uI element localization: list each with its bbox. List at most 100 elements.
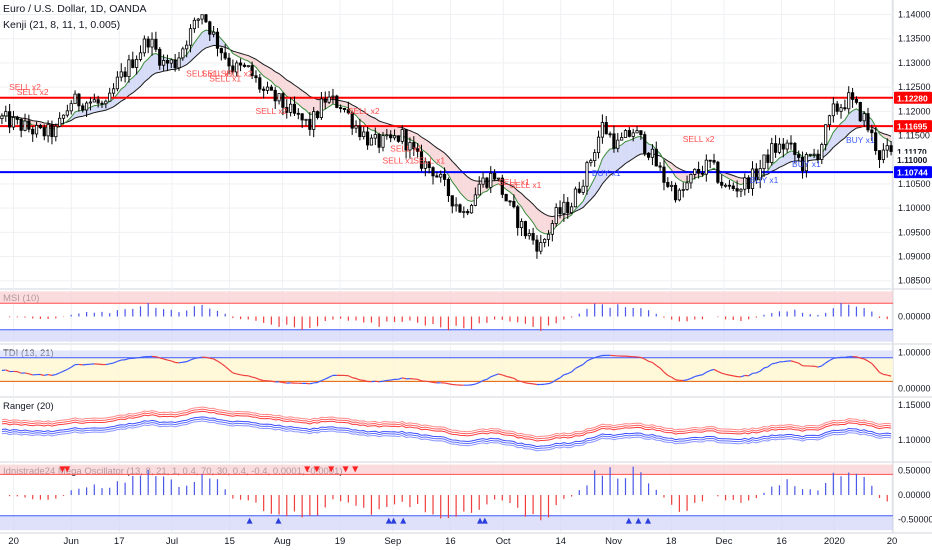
kenji-cloud-segment: [775, 157, 780, 170]
candle-body: [446, 179, 451, 197]
sell-signal-label: SELL x2: [683, 134, 715, 144]
tdi-line-segment: [887, 374, 892, 377]
price-badge: [894, 153, 932, 166]
tdi-line-segment: [217, 360, 222, 365]
candle-body: [54, 125, 58, 138]
candle-body: [693, 168, 697, 175]
tdi-line-segment: [813, 365, 819, 368]
time-tick-label: Dec: [716, 536, 733, 547]
kenji-cloud-segment: [436, 147, 441, 167]
tdi-line-segment: [702, 371, 707, 376]
kenji-cloud-segment: [90, 105, 95, 114]
time-tick-label: 16: [445, 536, 456, 547]
candle-body: [770, 143, 774, 163]
kenji-cloud-segment: [517, 190, 522, 207]
tdi-line-segment: [552, 379, 557, 383]
tdi-line-segment: [475, 382, 480, 385]
kenji-cloud-segment: [140, 62, 145, 87]
candle-body: [362, 131, 366, 138]
candle-body: [8, 111, 12, 128]
tdi-line-segment: [733, 375, 738, 378]
kenji-cloud-segment: [637, 136, 641, 156]
sell-signal-label: SELL x1: [498, 177, 530, 187]
tdi-upper-band: [0, 350, 893, 358]
candle-body: [593, 152, 597, 161]
candle-body: [662, 166, 666, 183]
tdi-line-segment: [683, 379, 688, 382]
candle-body: [69, 103, 73, 112]
tdi-middle-band: [0, 357, 893, 382]
candle-body: [750, 168, 755, 190]
candle-body: [177, 57, 181, 69]
kenji-cloud-segment: [255, 59, 260, 73]
tdi-line-segment: [255, 377, 261, 381]
candle-body: [138, 52, 143, 60]
candle-body: [419, 151, 424, 169]
candle-body: [108, 92, 112, 102]
tdi-line-segment: [879, 371, 884, 375]
candle-body: [508, 200, 512, 203]
candle-body: [354, 125, 358, 129]
candle-body: [208, 21, 212, 35]
tdi-line-segment: [794, 361, 799, 364]
candle-body: [623, 130, 628, 138]
tdi-line-segment: [771, 362, 776, 365]
candle-body: [61, 114, 66, 119]
kenji-cloud-segment: [309, 96, 314, 115]
tdi-line-segment: [198, 356, 203, 359]
candle-body: [11, 116, 16, 128]
candle-body: [396, 135, 400, 142]
tdi-line-segment: [67, 366, 72, 370]
tdi-line-segment: [271, 380, 276, 383]
tdi-line-segment: [490, 374, 495, 378]
time-tick-label: Jun: [64, 536, 79, 547]
tdi-line-segment: [875, 367, 880, 373]
candle-body: [697, 168, 701, 174]
pane-tick-label: 0.50000: [898, 465, 931, 475]
candle-body: [504, 193, 508, 202]
indicator-title: Kenji (21, 8, 11, 1, 0.005): [3, 19, 121, 31]
kenji-cloud-segment: [132, 73, 137, 93]
kenji-cloud-segment: [617, 144, 622, 170]
time-tick-label: 19: [335, 536, 346, 547]
candle-body: [566, 201, 570, 214]
kenji-cloud-segment: [390, 124, 395, 136]
candle-body: [535, 239, 539, 252]
tdi-line-segment: [117, 359, 122, 362]
kenji-cloud-segment: [829, 132, 834, 152]
candle-body: [335, 95, 339, 108]
candle-body: [435, 175, 439, 178]
candle-body: [670, 184, 674, 187]
candle-body: [546, 233, 551, 240]
candle-body: [681, 189, 685, 191]
kenji-cloud-segment: [837, 123, 842, 145]
kenji-cloud-segment: [409, 130, 414, 142]
candle-body: [100, 102, 104, 105]
tdi-line-segment: [725, 373, 730, 376]
candle-body: [581, 185, 585, 193]
candle-body: [824, 124, 828, 145]
candle-body: [839, 107, 843, 112]
candle-body: [115, 76, 119, 90]
tdi-line-segment: [55, 372, 60, 376]
tdi-line-segment: [575, 365, 580, 369]
candle-body: [496, 177, 501, 180]
candle-body: [616, 139, 620, 149]
price-tick-label: 1.09000: [898, 252, 931, 262]
pane-tick-label: 1.00000: [898, 347, 931, 357]
candle-body: [281, 93, 285, 108]
price-tick-label: 1.13000: [898, 58, 931, 68]
kenji-cloud-segment: [267, 66, 272, 82]
candle-body: [777, 143, 782, 153]
tdi-line-segment: [486, 376, 492, 380]
candle-body: [42, 127, 46, 137]
candle-body: [874, 132, 878, 152]
tdi-line-segment: [740, 374, 746, 378]
candle-body: [820, 144, 824, 160]
kenji-cloud-segment: [244, 54, 249, 61]
candle-body: [523, 221, 528, 237]
buy-signal-label: BUY x1: [592, 168, 621, 178]
pane-tick-label: 0.00000: [898, 312, 931, 322]
candle-body: [85, 102, 89, 111]
